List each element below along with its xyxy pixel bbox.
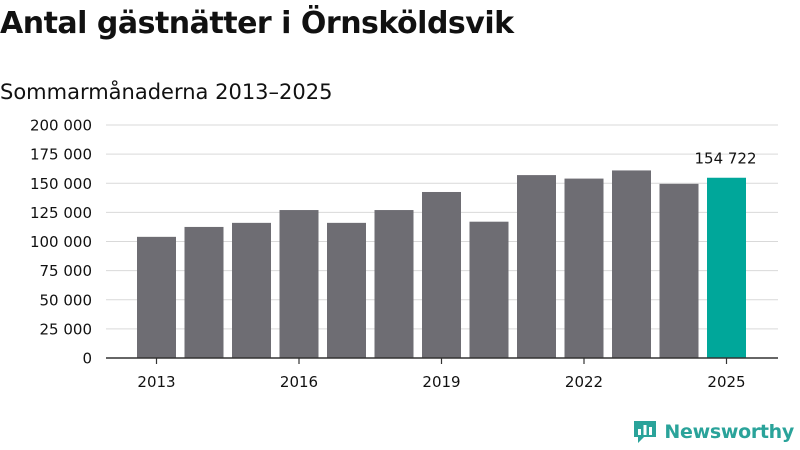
x-tick-label: 2025 — [707, 373, 745, 391]
x-tick-label: 2022 — [565, 373, 603, 391]
bar-2021 — [517, 175, 556, 358]
y-tick-label: 0 — [82, 350, 92, 368]
newsworthy-logo-text: Newsworthy — [664, 421, 794, 443]
bar-2023 — [612, 170, 651, 358]
bar-2016 — [279, 210, 319, 358]
y-tick-label: 150 000 — [30, 175, 92, 193]
bar-2022 — [564, 178, 604, 358]
bar-2017 — [327, 222, 366, 358]
bar-2020 — [469, 221, 509, 358]
y-tick-label: 200 000 — [30, 117, 92, 135]
y-tick-label: 100 000 — [30, 233, 92, 251]
x-tick-label: 2016 — [280, 373, 318, 391]
y-tick-label: 175 000 — [30, 146, 92, 164]
data-labels: 154 722 — [694, 150, 756, 168]
bar-2014 — [184, 226, 224, 358]
x-tick-label: 2013 — [137, 373, 175, 391]
y-tick-label: 125 000 — [30, 204, 92, 222]
y-tick-label: 75 000 — [40, 262, 93, 280]
y-tick-label: 50 000 — [40, 291, 93, 309]
y-tick-label: 25 000 — [40, 320, 93, 338]
data-label: 154 722 — [694, 150, 756, 168]
bar-2025 — [707, 177, 746, 358]
x-axis: 2013 2016 2019 2022 2025 — [106, 357, 778, 391]
x-tick-label: 2019 — [422, 373, 460, 391]
chart-subtitle: Sommarmånaderna 2013–2025 — [0, 80, 333, 104]
bar-2024 — [659, 183, 699, 358]
bar-2013 — [137, 236, 176, 358]
chart-title: Antal gästnätter i Örnsköldsvik — [0, 6, 514, 41]
bar-2019 — [422, 191, 461, 358]
newsworthy-logo-icon — [634, 421, 657, 443]
y-axis-tick-labels: 0 25 000 50 000 75 000 100 000 125 000 150 000… — [30, 117, 92, 368]
bars — [137, 170, 746, 358]
bar-chart: 0 25 000 50 000 75 000 100 000 125 000 150 000… — [30, 117, 778, 391]
bar-2018 — [374, 210, 414, 358]
newsworthy-logo: Newsworthy — [632, 419, 794, 445]
bar-2015 — [232, 222, 271, 358]
